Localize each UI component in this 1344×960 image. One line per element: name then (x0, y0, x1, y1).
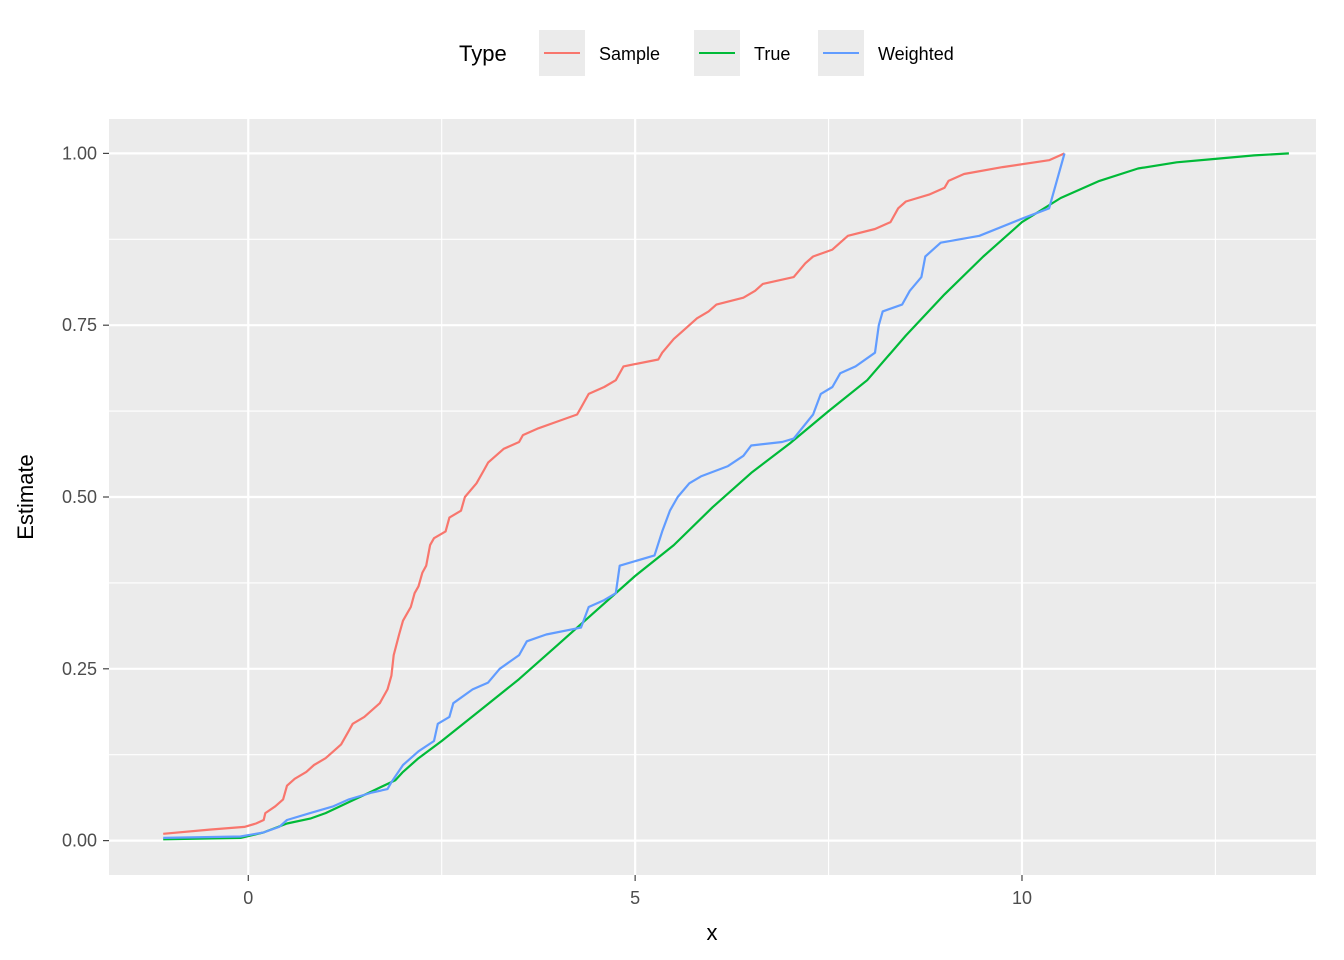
series-line-sample (163, 152, 1065, 835)
legend: Type Sample True Weighted (459, 30, 954, 76)
x-tick-label: 0 (243, 888, 253, 908)
series-lines (163, 152, 1289, 841)
y-tick-label: 0.00 (62, 831, 97, 851)
series-line-true (163, 152, 1289, 841)
x-tick-label: 5 (630, 888, 640, 908)
y-tick-label: 1.00 (62, 143, 97, 163)
major-gridlines (109, 119, 1316, 875)
legend-label-weighted: Weighted (878, 44, 954, 64)
x-axis-title: x (707, 920, 718, 945)
y-axis-title: Estimate (13, 454, 38, 540)
y-tick-label: 0.50 (62, 487, 97, 507)
x-axis-ticks: 0 5 10 (243, 875, 1032, 908)
y-tick-label: 0.25 (62, 659, 97, 679)
legend-label-true: True (754, 44, 790, 64)
series-line-weighted (163, 153, 1066, 839)
y-tick-label: 0.75 (62, 315, 97, 335)
legend-label-sample: Sample (599, 44, 660, 64)
y-axis-ticks: 0.00 0.25 0.50 0.75 1.00 (62, 143, 109, 851)
x-tick-label: 10 (1012, 888, 1032, 908)
legend-title: Type (459, 41, 507, 66)
